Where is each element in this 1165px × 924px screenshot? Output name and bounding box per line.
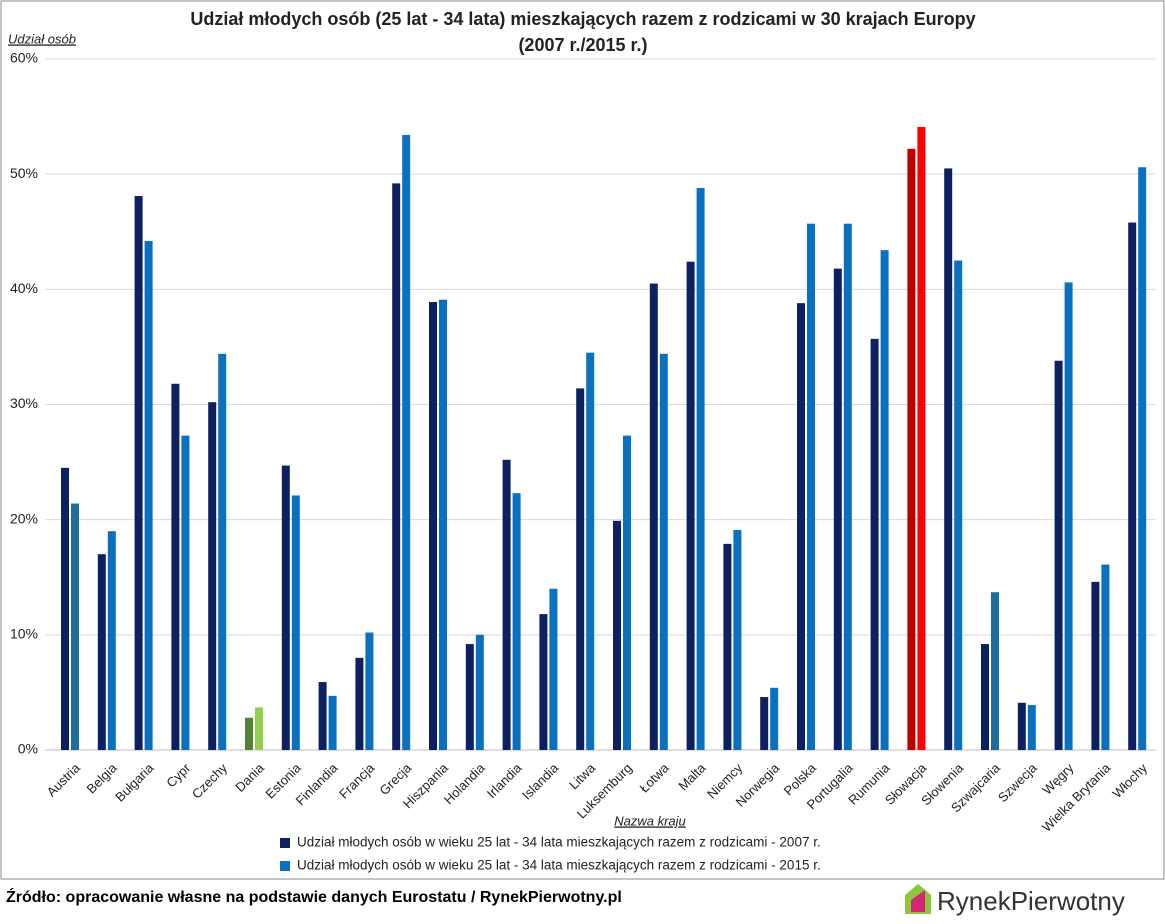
bar: [770, 687, 779, 750]
bar: [255, 707, 263, 750]
bar: [1101, 564, 1110, 750]
bar: [807, 223, 815, 750]
x-tick-label: Litwa: [566, 760, 599, 793]
x-tick-label: Malta: [675, 760, 709, 794]
bar: [1027, 705, 1036, 750]
x-tick-label: Bułgaria: [112, 760, 157, 805]
x-tick-label: Austria: [44, 760, 84, 800]
x-tick-label: Włochy: [1109, 760, 1150, 801]
legend-swatch: [280, 861, 290, 871]
x-tick-label: Szwecja: [995, 760, 1040, 805]
bar: [392, 183, 401, 750]
bar: [907, 148, 916, 750]
bar: [696, 187, 705, 750]
bar: [107, 531, 116, 750]
x-tick-label: Dania: [232, 760, 267, 795]
logo-part: Pierwotny: [1011, 886, 1125, 916]
bar: [281, 465, 290, 750]
chart-title: Udział młodych osób (25 lat - 34 lata) m…: [190, 9, 975, 29]
bar: [429, 302, 437, 750]
x-tick-label: Czechy: [189, 760, 231, 802]
bar: [613, 520, 621, 750]
bar: [723, 543, 732, 750]
logo-part: Rynek: [937, 886, 1012, 916]
bar: [355, 657, 364, 750]
legend-label: Udział młodych osób w wieku 25 lat - 34 …: [297, 835, 821, 850]
bar: [797, 303, 805, 750]
x-tick-label: Irlandia: [484, 760, 525, 801]
bar: [171, 383, 180, 750]
bar: [944, 168, 953, 751]
bar: [586, 352, 595, 750]
bar: [328, 695, 337, 750]
bar: [880, 250, 889, 750]
x-tick-label: Islandia: [519, 760, 562, 803]
y-tick-label: 40%: [10, 280, 38, 296]
bar: [1054, 360, 1063, 750]
y-tick-label: 10%: [10, 626, 38, 642]
bar: [97, 554, 106, 750]
bar: [439, 299, 447, 750]
bar: [144, 240, 153, 751]
logo-icon: [911, 890, 925, 912]
bar: [245, 717, 253, 750]
bar: [291, 495, 300, 750]
bar: [659, 353, 668, 750]
bar: [833, 268, 842, 750]
y-tick-label: 20%: [10, 510, 38, 526]
y-axis-label: Udział osób: [8, 31, 76, 46]
bar: [549, 588, 558, 750]
bar: [61, 467, 69, 750]
y-tick-label: 60%: [10, 50, 38, 66]
y-tick-label: 30%: [10, 395, 38, 411]
bar: [1017, 702, 1026, 750]
bar: [402, 135, 411, 750]
bar: [502, 459, 511, 750]
bar: [843, 223, 852, 750]
x-tick-label: Łotwa: [637, 760, 673, 796]
bar: [686, 261, 695, 750]
bar: [1138, 167, 1147, 751]
bar: [1128, 222, 1137, 750]
logo-text: RynekPierwotny: [937, 886, 1125, 916]
bar: [991, 592, 999, 750]
bar: [318, 682, 327, 750]
bar: [539, 614, 548, 750]
chart-subtitle: (2007 r./2015 r.): [518, 35, 647, 55]
bar: [1091, 581, 1100, 750]
bar: [1064, 282, 1073, 750]
bar: [760, 697, 769, 750]
bar: [134, 196, 143, 750]
bar: [465, 644, 474, 750]
bar: [981, 644, 989, 750]
x-tick-label: Francja: [336, 760, 378, 802]
bar: [365, 632, 374, 750]
frame: [0, 0, 1165, 880]
bar: [512, 493, 521, 750]
bar: [218, 353, 227, 750]
x-tick-label: Holandia: [441, 760, 488, 807]
bar: [71, 503, 79, 750]
bar: [576, 388, 585, 750]
bar: [870, 338, 879, 750]
source: Źródło: opracowanie własne na podstawie …: [6, 887, 622, 906]
bar: [623, 435, 631, 750]
legend-swatch: [280, 838, 290, 848]
x-tick-label: Cypr: [163, 760, 193, 790]
bar: [917, 126, 926, 750]
x-tick-label: Finlandia: [293, 760, 341, 808]
bar: [475, 634, 484, 750]
bar: [954, 260, 963, 750]
y-tick-label: 50%: [10, 165, 38, 181]
bar: [181, 435, 190, 750]
legend-label: Udział młodych osób w wieku 25 lat - 34 …: [297, 858, 821, 873]
x-axis-label: Nazwa kraju: [614, 813, 686, 828]
bar: [208, 402, 217, 750]
bar: [733, 530, 742, 750]
logo: RynekPierwotny: [905, 884, 1125, 916]
bar: [649, 283, 658, 750]
y-tick-label: 0%: [18, 741, 38, 757]
